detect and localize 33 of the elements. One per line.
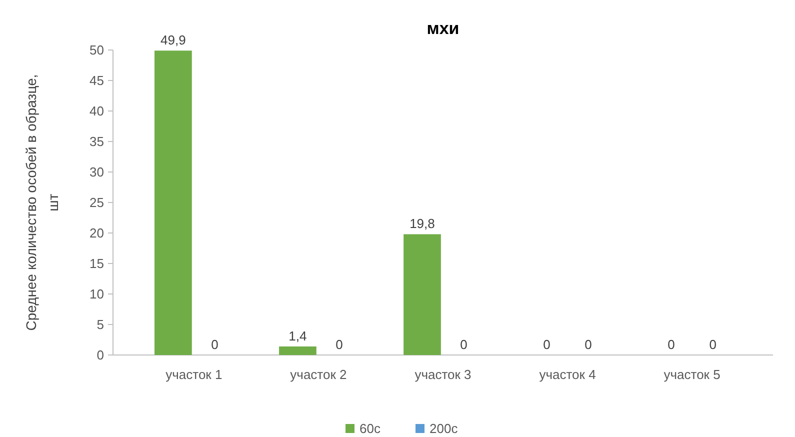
chart-title: мхи — [426, 19, 460, 38]
legend-label: 60с — [360, 421, 381, 436]
bar — [154, 50, 192, 355]
y-tick-label: 10 — [90, 286, 104, 302]
y-tick-label: 40 — [90, 104, 104, 119]
y-tick-label: 45 — [90, 73, 104, 88]
data-label: 49,9 — [160, 32, 186, 48]
y-tick-label: 50 — [90, 42, 104, 58]
legend-label: 200с — [430, 421, 458, 436]
data-label: 0 — [460, 337, 468, 352]
data-label: 0 — [709, 337, 716, 352]
data-label: 0 — [668, 337, 675, 352]
y-tick-label: 30 — [90, 164, 104, 180]
bar — [404, 234, 441, 355]
x-tick-label: участок 4 — [539, 367, 596, 382]
y-tick-label: 20 — [90, 226, 104, 241]
data-label: 0 — [584, 337, 592, 352]
y-axis-title: Среднее количество особей в образце, шт — [23, 74, 61, 331]
x-tick-label: участок 2 — [290, 367, 347, 382]
data-label: 0 — [336, 337, 343, 352]
x-tick-label: участок 3 — [414, 367, 472, 382]
data-label: 0 — [543, 337, 550, 352]
y-tick-label: 15 — [90, 256, 104, 272]
x-tick-label: участок 1 — [166, 367, 222, 382]
data-label: 0 — [211, 337, 218, 352]
y-tick-label: 35 — [90, 134, 104, 150]
bar — [279, 346, 316, 355]
data-label: 19,8 — [410, 216, 435, 232]
y-tick-label: 5 — [96, 317, 104, 332]
data-label: 1,4 — [288, 328, 307, 344]
x-tick-label: участок 5 — [664, 367, 720, 382]
y-tick-label: 25 — [90, 195, 104, 210]
y-tick-label: 0 — [96, 348, 104, 363]
